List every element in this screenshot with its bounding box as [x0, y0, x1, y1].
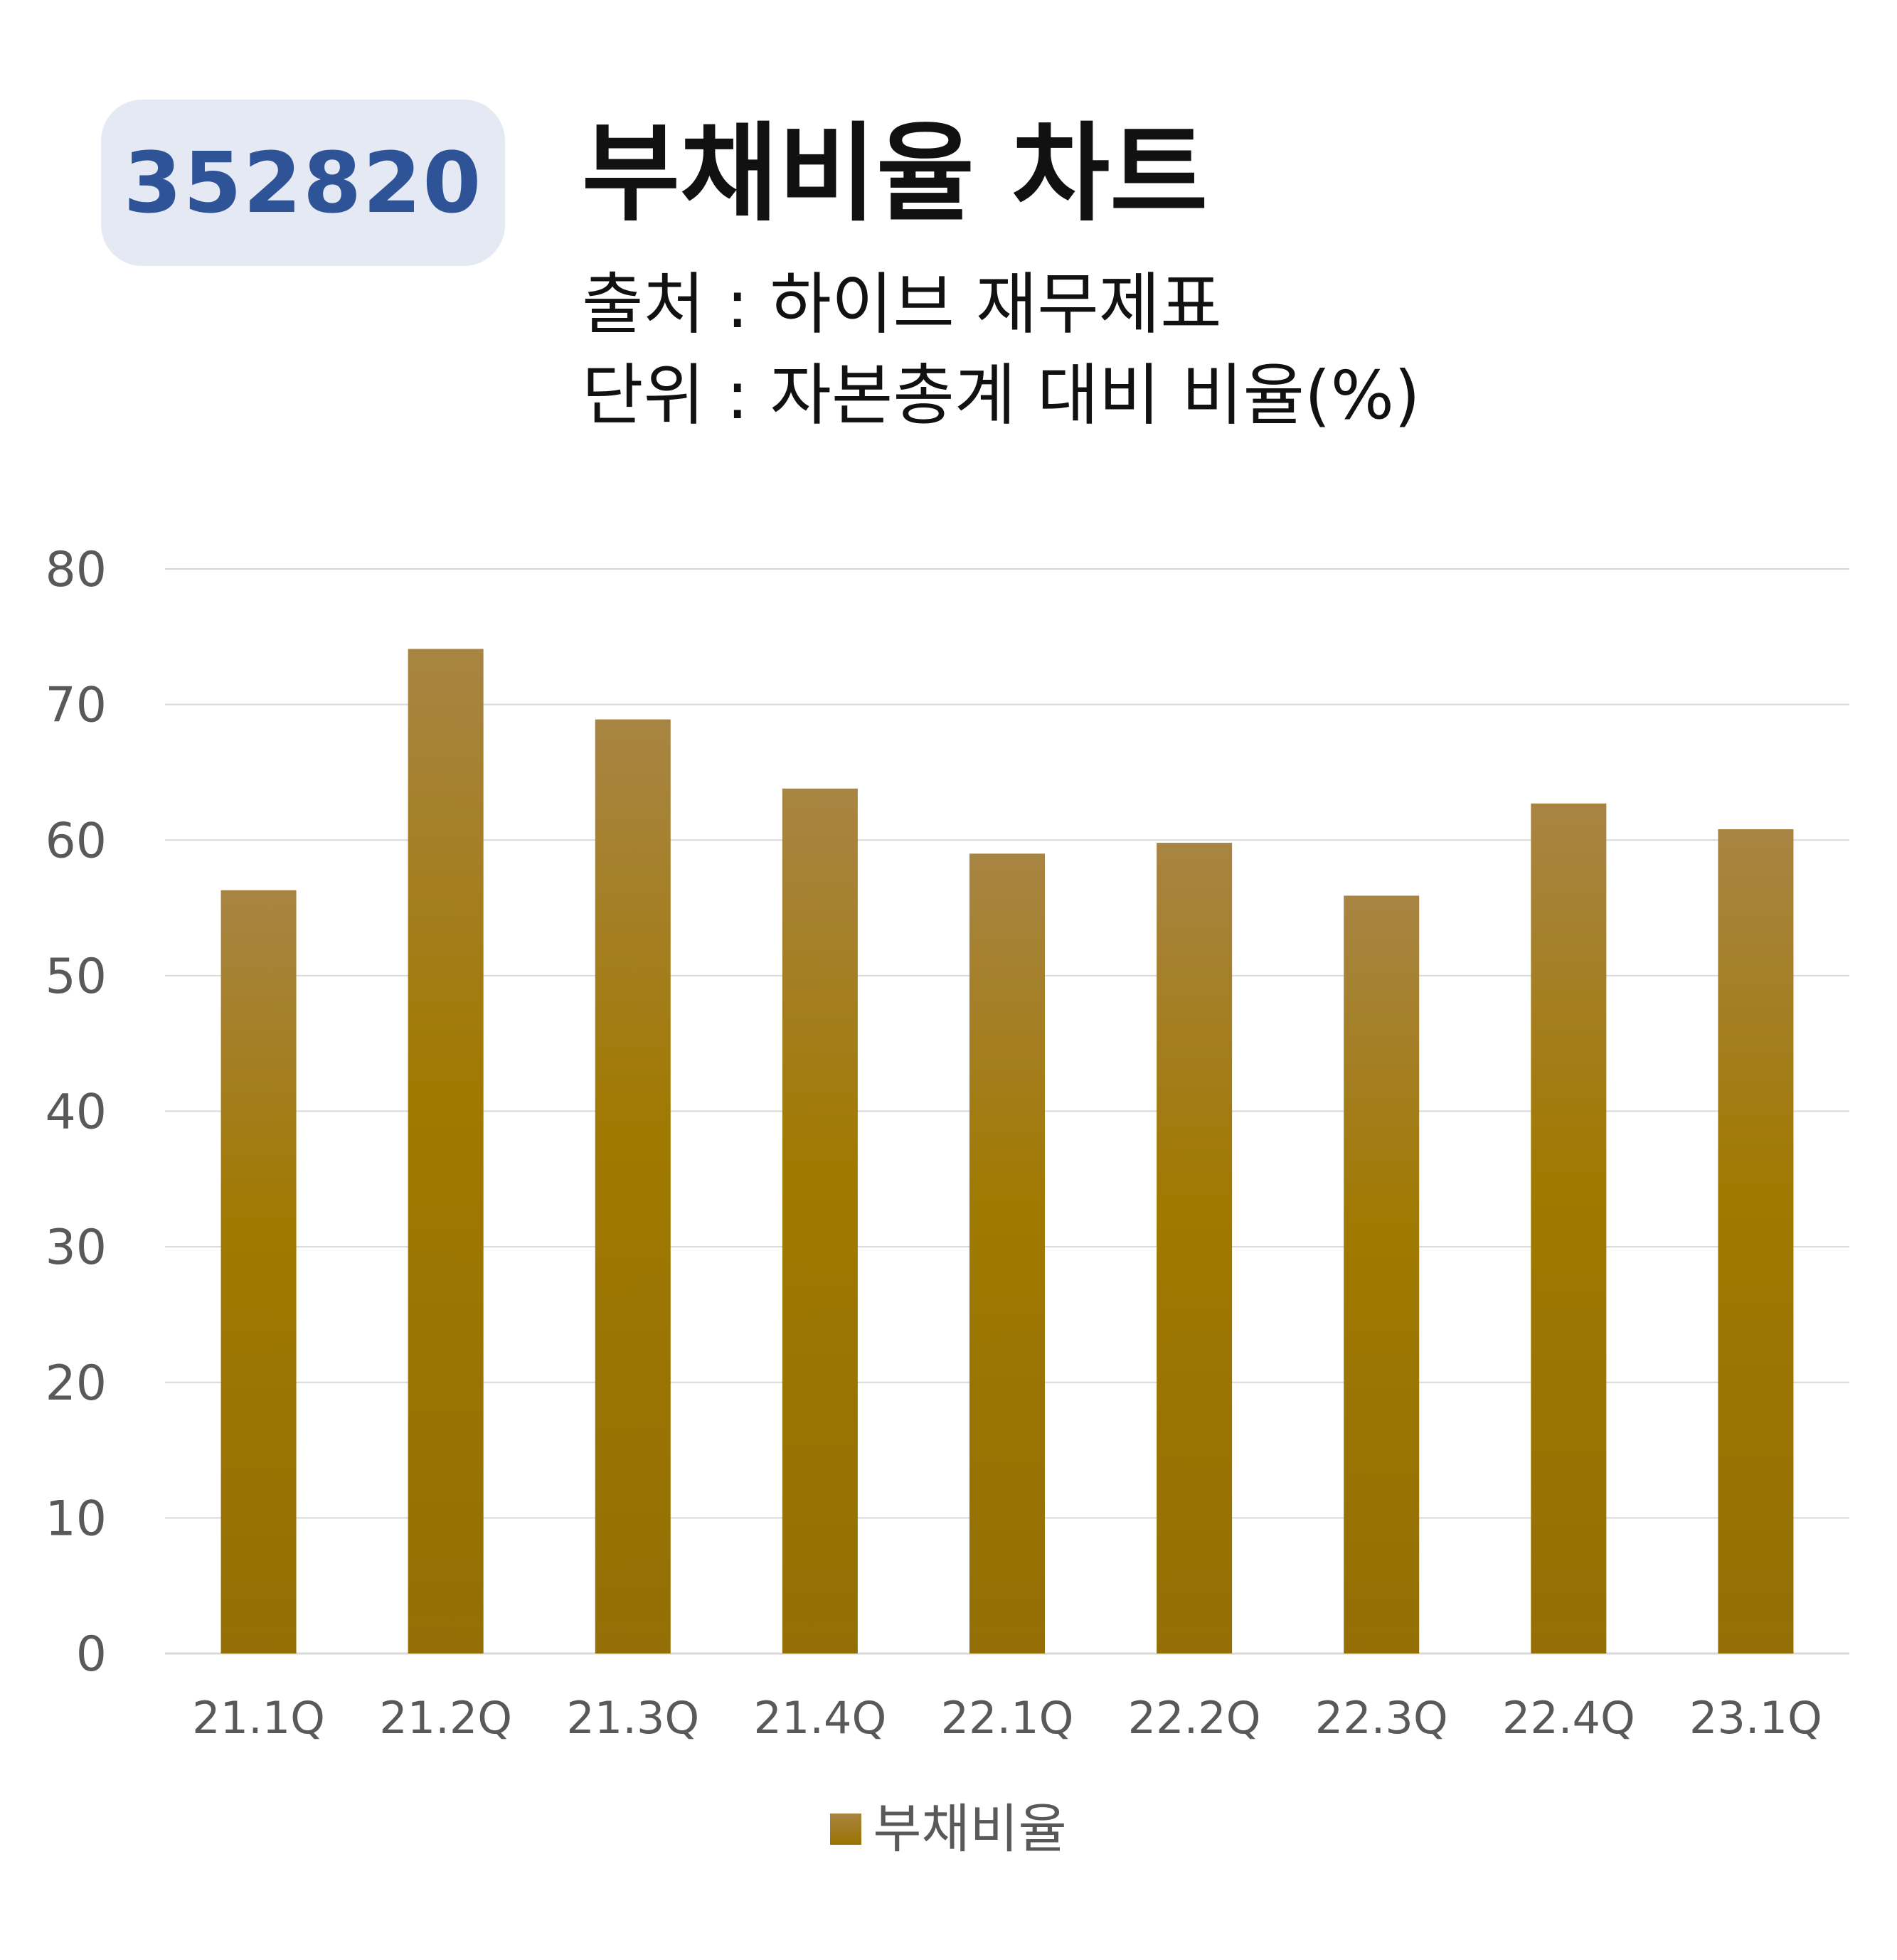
bar-21.2Q [408, 649, 484, 1653]
y-tick-label: 70 [45, 678, 107, 734]
y-tick-label: 10 [45, 1491, 107, 1547]
y-axis-ticks: 0 10 20 30 40 50 60 70 80 [45, 542, 107, 1683]
y-tick-label: 60 [45, 813, 107, 869]
unit-note: 단위 : 자본총계 대비 비율(%) [582, 357, 1420, 435]
y-tick-label: 20 [45, 1356, 107, 1412]
y-tick-label: 40 [45, 1085, 107, 1141]
x-tick-label: 21.2Q [379, 1692, 512, 1744]
bar-21.3Q [595, 719, 671, 1653]
legend: 부채비율 [0, 1803, 1897, 1855]
y-tick-label: 0 [76, 1626, 107, 1683]
y-tick-label: 50 [45, 949, 107, 1005]
y-tick-label: 30 [45, 1220, 107, 1276]
bar-23.1Q [1718, 829, 1794, 1653]
x-tick-label: 21.3Q [566, 1692, 699, 1744]
bars [220, 649, 1794, 1653]
bar-22.3Q [1344, 895, 1420, 1653]
x-axis-ticks: 21.1Q 21.2Q 21.3Q 21.4Q 22.1Q 22.2Q 22.3Q 22.4Q… [192, 1692, 1822, 1744]
x-tick-label: 21.4Q [753, 1692, 886, 1744]
x-tick-label: 23.1Q [1689, 1692, 1822, 1744]
stock-code-badge: 352820 [101, 100, 505, 266]
x-tick-label: 22.3Q [1315, 1692, 1448, 1744]
legend-swatch [830, 1813, 862, 1845]
bar-21.4Q [782, 788, 858, 1653]
y-tick-label: 80 [45, 542, 107, 598]
bar-chart: 0 10 20 30 40 50 60 70 80 21.1Q 21.2Q 21.3Q 21.4Q 22… [45, 542, 1849, 1744]
x-tick-label: 22.1Q [941, 1692, 1074, 1744]
legend-label: 부채비율 [873, 1799, 1067, 1860]
x-tick-label: 21.1Q [192, 1692, 325, 1744]
bar-21.1Q [220, 890, 297, 1653]
bar-22.1Q [969, 853, 1045, 1653]
bar-22.2Q [1157, 843, 1233, 1653]
source-note: 출처 : 하이브 재무제표 [582, 266, 1222, 343]
bar-22.4Q [1531, 803, 1607, 1653]
x-tick-label: 22.4Q [1502, 1692, 1635, 1744]
stock-code: 352820 [123, 134, 483, 232]
x-tick-label: 22.2Q [1128, 1692, 1261, 1744]
chart-title: 부채비율 차트 [582, 112, 1208, 236]
